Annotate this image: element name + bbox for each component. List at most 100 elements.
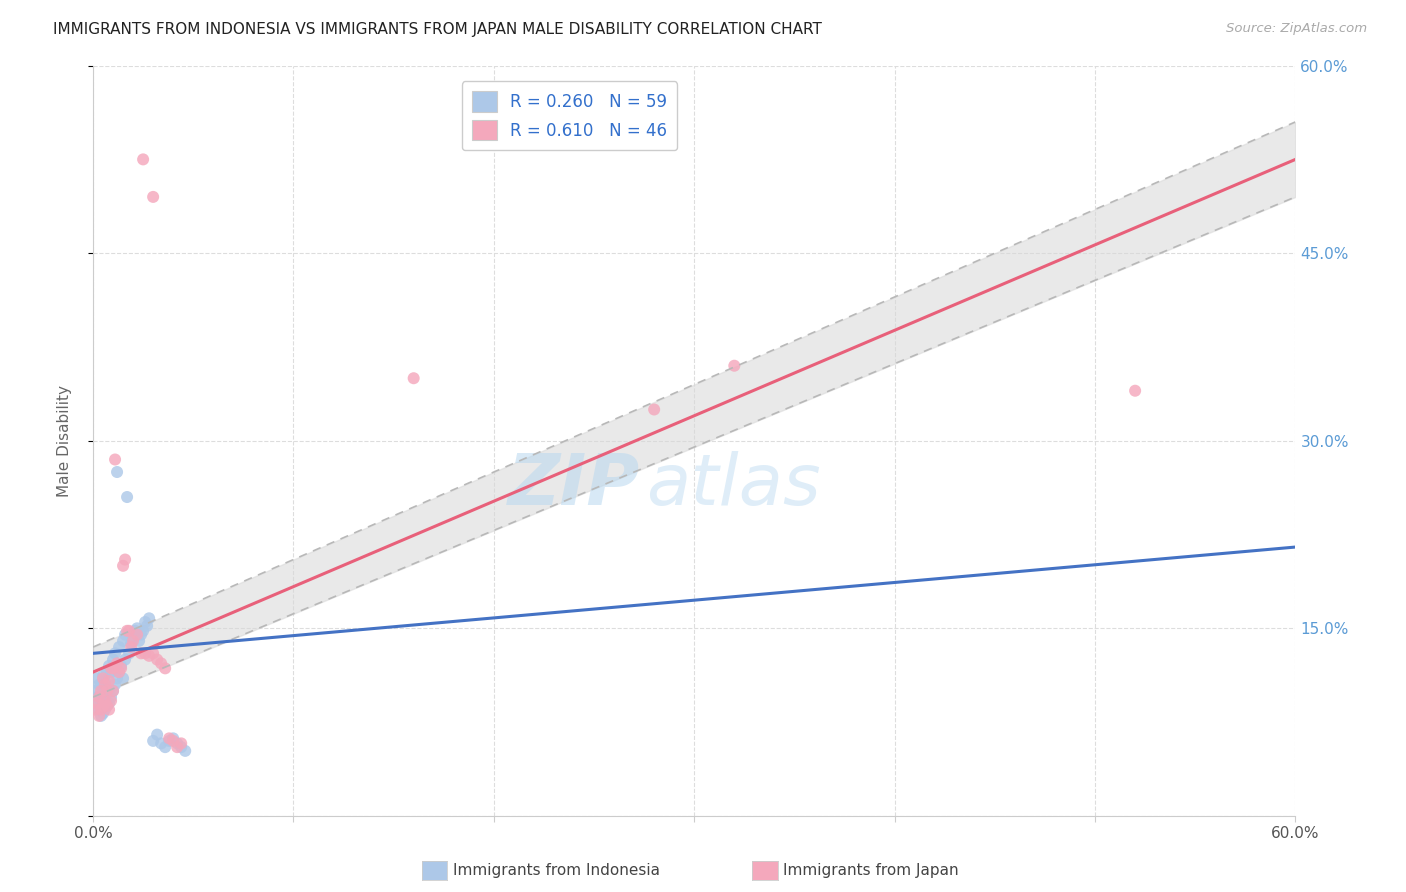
Point [96,698,118,713]
Point [127,627,149,641]
Point [91,671,114,685]
Point [90,683,112,698]
Point [132,624,155,638]
Point [118,624,141,638]
Text: IMMIGRANTS FROM INDONESIA VS IMMIGRANTS FROM JAPAN MALE DISABILITY CORRELATION C: IMMIGRANTS FROM INDONESIA VS IMMIGRANTS … [53,22,823,37]
Point [101,652,124,666]
Point [94,677,117,691]
Point [84,683,107,698]
Point [162,731,184,746]
Point [98,683,121,698]
Point [153,661,176,675]
Point [94,690,117,705]
Point [91,669,114,683]
Point [170,740,193,755]
Point [114,552,136,566]
Point [87,697,110,711]
Point [122,633,145,648]
Point [166,740,188,755]
Point [150,657,173,671]
Point [129,646,152,660]
Point [87,709,110,723]
Point [101,683,124,698]
Point [87,703,110,717]
Point [94,703,117,717]
Point [105,657,128,671]
Point [90,677,112,691]
Point [138,611,160,625]
Point [170,736,193,750]
Point [115,490,138,504]
Point [100,661,122,675]
Point [101,683,124,698]
Point [129,627,152,641]
Point [104,677,127,691]
Point [105,671,128,685]
Point [91,706,114,721]
Point [142,190,165,204]
Point [124,624,146,638]
Point [643,402,665,417]
Point [128,633,150,648]
Point [166,736,188,750]
Point [90,690,112,705]
Point [100,694,122,708]
Point [162,734,184,748]
Point [142,646,165,660]
Point [120,636,142,650]
Point [100,690,122,705]
Y-axis label: Male Disability: Male Disability [58,384,72,497]
Point [86,690,108,705]
Point [108,665,131,679]
Point [114,652,136,666]
Point [402,371,425,385]
Point [105,465,128,479]
Point [120,640,142,654]
Point [96,698,118,713]
Legend: R = 0.260   N = 59, R = 0.610   N = 46: R = 0.260 N = 59, R = 0.610 N = 46 [463,81,678,151]
Point [87,690,110,705]
Point [101,661,124,675]
Point [98,703,121,717]
Point [90,709,112,723]
Point [87,677,110,691]
Point [90,698,112,713]
Point [98,658,121,673]
Point [114,627,136,641]
Point [146,728,169,742]
Point [100,665,122,679]
Text: ZIP: ZIP [508,451,640,520]
Point [157,731,180,746]
Point [86,697,108,711]
Text: atlas: atlas [647,451,821,520]
Text: Immigrants from Japan: Immigrants from Japan [783,863,959,878]
Point [136,619,159,633]
Point [104,646,127,660]
Point [98,697,121,711]
Point [104,452,127,467]
Point [86,671,108,685]
Point [142,734,165,748]
Point [153,740,176,755]
Point [112,558,135,573]
Point [174,744,197,758]
Point [108,640,131,654]
Point [96,665,118,679]
Point [108,665,131,679]
Point [134,615,156,629]
Point [91,694,114,708]
Point [146,652,169,666]
Point [122,632,145,646]
Point [96,686,118,700]
Point [1123,384,1146,398]
Point [110,661,132,675]
Point [112,633,135,648]
Point [110,658,132,673]
Point [98,673,121,688]
Point [132,153,155,167]
Point [138,648,160,663]
Text: Immigrants from Indonesia: Immigrants from Indonesia [453,863,659,878]
Point [134,646,156,660]
Point [115,624,138,638]
Point [150,736,173,750]
